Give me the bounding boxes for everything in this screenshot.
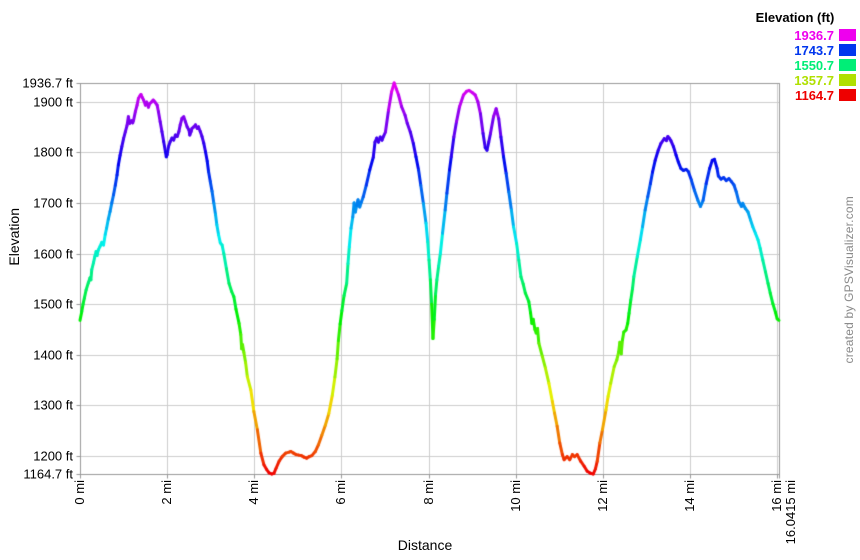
legend-color-swatch — [839, 29, 856, 41]
y-tick-label: 1164.7 ft — [23, 466, 73, 482]
legend-value: 1164.7 — [794, 87, 834, 103]
legend-value: 1743.7 — [794, 42, 834, 58]
legend-row: 1357.7 — [734, 72, 856, 88]
y-tick-label: 1800 ft — [33, 144, 73, 160]
y-tick-label: 1936.7 ft — [22, 75, 73, 91]
legend-value: 1936.7 — [794, 27, 834, 43]
legend: Elevation (ft) 1936.7 1743.7 1550.7 1357.7 1… — [734, 10, 856, 103]
y-tick-label: 1500 ft — [33, 296, 73, 312]
watermark-text: created by GPSVisualizer.com — [842, 196, 856, 364]
y-tick-label: 1300 ft — [33, 397, 73, 413]
legend-row: 1550.7 — [734, 57, 856, 73]
y-tick-label: 1200 ft — [33, 448, 73, 464]
x-tick-label: 4 mi — [246, 480, 262, 505]
x-tick-label: 8 mi — [420, 480, 436, 505]
x-tick-label: 2 mi — [159, 480, 175, 505]
y-tick-label: 1400 ft — [33, 347, 73, 363]
x-tick-label: 16.0415 mi — [783, 480, 798, 545]
x-tick-label: 0 mi — [72, 480, 87, 505]
legend-rows: 1936.7 1743.7 1550.7 1357.7 1164.7 — [734, 27, 856, 103]
legend-color-swatch — [839, 74, 856, 86]
legend-row: 1164.7 — [734, 87, 856, 103]
y-axis-title-wrap: Elevation — [4, 0, 24, 474]
x-tick-label: 14 mi — [682, 480, 698, 512]
x-tick-label: 16 mi — [769, 480, 785, 512]
legend-value: 1357.7 — [794, 72, 834, 88]
legend-row: 1743.7 — [734, 42, 856, 58]
legend-row: 1936.7 — [734, 27, 856, 43]
legend-color-swatch — [839, 44, 856, 56]
x-axis-title-wrap: Distance — [0, 537, 860, 553]
legend-value: 1550.7 — [794, 57, 834, 73]
x-tick-label: 10 mi — [507, 480, 523, 512]
legend-color-swatch — [839, 59, 856, 71]
y-tick-label: 1900 ft — [33, 94, 73, 110]
x-tick-label: 12 mi — [594, 480, 610, 512]
x-axis-title: Distance — [397, 537, 453, 553]
legend-title: Elevation (ft) — [755, 10, 835, 25]
legend-color-swatch — [839, 89, 856, 101]
y-tick-label: 1600 ft — [33, 246, 73, 262]
x-tick-label: 6 mi — [333, 480, 349, 505]
y-axis-title: Elevation — [6, 208, 22, 266]
y-tick-label: 1700 ft — [33, 195, 73, 211]
